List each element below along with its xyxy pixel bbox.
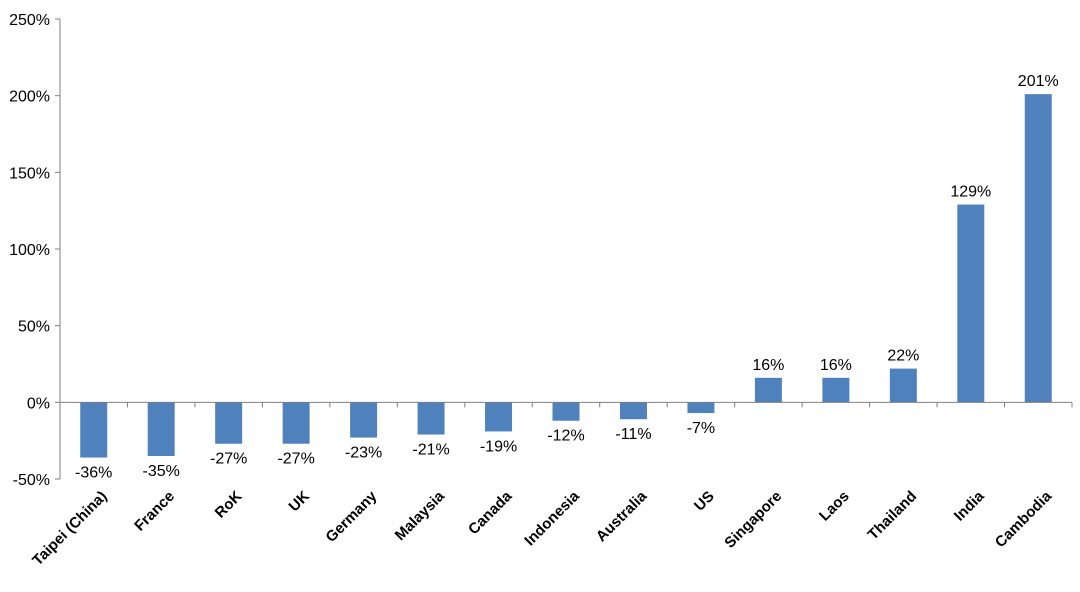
y-tick-label: 50% — [18, 319, 50, 336]
bar — [552, 402, 580, 421]
category-label: Laos — [816, 488, 853, 525]
bar — [282, 402, 310, 444]
bar — [889, 368, 917, 403]
y-tick-label: 100% — [9, 242, 50, 259]
data-label: -36% — [75, 465, 112, 482]
category-label: Malaysia — [392, 487, 449, 544]
data-label: -27% — [277, 451, 314, 468]
data-label: -21% — [412, 442, 449, 459]
data-label: 201% — [1018, 73, 1059, 90]
bar — [957, 204, 985, 403]
category-label: France — [131, 488, 178, 535]
y-tick-label: 200% — [9, 89, 50, 106]
bar — [822, 377, 850, 403]
data-label: 129% — [950, 184, 991, 201]
category-label: Thailand — [865, 488, 921, 544]
bar — [80, 402, 108, 458]
category-label: Germany — [322, 487, 380, 545]
category-label: India — [951, 487, 988, 524]
data-label: -19% — [480, 438, 517, 455]
bar — [687, 402, 715, 414]
data-label: -23% — [345, 445, 382, 462]
data-label: 16% — [752, 357, 784, 374]
bar — [1024, 94, 1052, 403]
category-labels: Taipei (China) France RoK UK Germany Malaysia… — [29, 487, 1055, 569]
bar — [485, 402, 513, 432]
category-label: Australia — [593, 487, 651, 545]
category-label: Cambodia — [992, 487, 1056, 551]
data-labels: -36% -35% -27% -27% -23% -21% -19% -12% -11% -7% 1… — [75, 73, 1059, 481]
data-label: -35% — [143, 463, 180, 480]
y-axis-ticks: 250% 200% 150% 100% 50% 0% -50% — [9, 12, 1073, 489]
bar — [754, 377, 782, 403]
y-tick-label: 0% — [27, 395, 50, 412]
y-tick-label: 150% — [9, 165, 50, 182]
bar — [147, 402, 175, 456]
data-label: 16% — [820, 357, 852, 374]
category-label: RoK — [212, 488, 246, 522]
category-label: US — [691, 488, 718, 515]
data-label: -11% — [615, 426, 651, 443]
bar — [215, 402, 243, 444]
y-tick-label: -50% — [13, 472, 50, 489]
category-label: Canada — [465, 487, 516, 538]
category-label: Indonesia — [521, 487, 583, 549]
bar — [350, 402, 378, 438]
data-label: -12% — [547, 428, 584, 445]
bar — [619, 402, 647, 420]
y-tick-label: 250% — [9, 12, 50, 29]
data-label: -27% — [210, 451, 247, 468]
bar-series — [80, 94, 1052, 458]
data-label: -7% — [687, 420, 715, 437]
category-label: Taipei (China) — [29, 488, 110, 569]
data-label: 22% — [887, 348, 919, 365]
category-label: Singapore — [721, 488, 785, 552]
category-label: UK — [286, 488, 313, 515]
bar — [417, 402, 445, 435]
